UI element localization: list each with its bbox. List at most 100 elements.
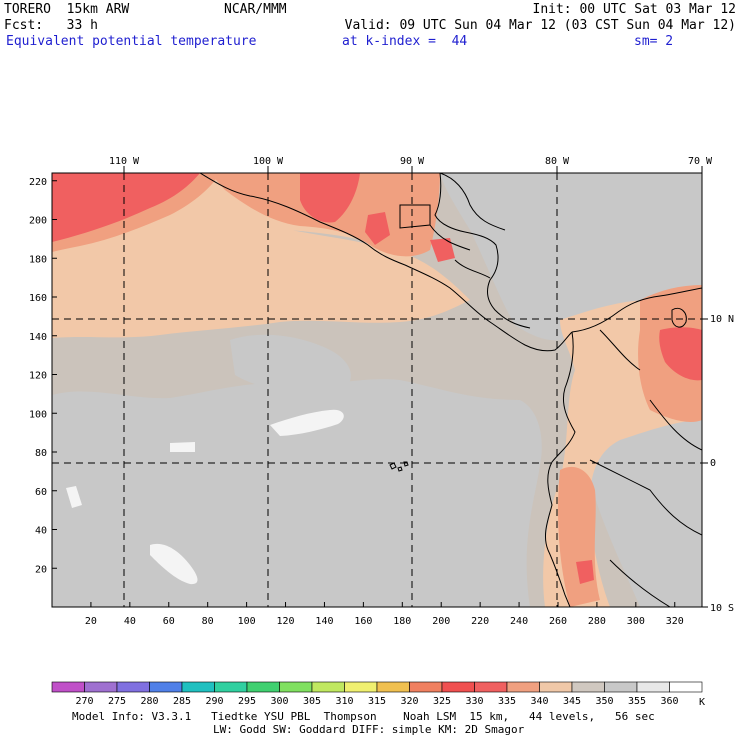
red-peru-patch [576, 560, 594, 584]
colorbar-labels: 270 275 280 285 290 295 300 305 310 315 320 325 330 3… [75, 696, 678, 707]
x-tick-label-260: 260 [549, 616, 567, 627]
y-tick-label-160: 160 [29, 293, 47, 304]
y-tick-label-120: 120 [29, 371, 47, 382]
colorbar-label-300: 300 [270, 696, 288, 707]
white-patch-1 [270, 409, 344, 436]
colorbar-label-290: 290 [205, 696, 223, 707]
colorbar-label-270: 270 [75, 696, 93, 707]
colorbar-swatch-13 [474, 681, 508, 693]
x-tick-label-100: 100 [238, 616, 256, 627]
colorbar-label-335: 335 [498, 696, 516, 707]
gray-region-west [52, 418, 110, 455]
y-tick-label-100: 100 [29, 409, 47, 420]
red-venezuela [659, 327, 702, 381]
colorbar-swatch-4 [181, 681, 215, 693]
smoothing-info: sm= 2 [634, 34, 674, 49]
lat-label-10s: 10 S [710, 603, 734, 614]
x-tick-label-20: 20 [85, 616, 97, 627]
field-name: Equivalent potential temperature [6, 34, 257, 49]
colorbar-label-320: 320 [400, 696, 418, 707]
colorbar-label-275: 275 [108, 696, 126, 707]
x-tick-label-60: 60 [163, 616, 175, 627]
coast-caribbean-central-america [434, 173, 531, 329]
colorbar-swatch-15 [539, 681, 573, 693]
lon-label-110w: 110 W [109, 156, 140, 167]
coastlines [199, 173, 702, 607]
lon-label-70w: 70 W [688, 156, 713, 167]
border-cam-2 [429, 224, 491, 279]
colorbar-swatch-6 [246, 681, 280, 693]
org-name: NCAR/MMM [224, 2, 287, 17]
init-time: Init: 00 UTC Sat 03 Mar 12 [532, 2, 737, 17]
red-patch-honduras [430, 238, 455, 262]
colorbar-swatch-3 [149, 681, 183, 693]
coast-mexico-central-america [199, 173, 573, 352]
colorbar-swatch-8 [311, 681, 345, 693]
graticule [52, 173, 702, 607]
colorbar-unit: K [699, 697, 705, 708]
colorbar-swatch-7 [279, 681, 313, 693]
white-patch-3 [66, 486, 82, 508]
lon-label-90w: 90 W [400, 156, 425, 167]
lon-label-80w: 80 W [545, 156, 570, 167]
x-tick-label-220: 220 [471, 616, 489, 627]
colorbar-swatch-5 [214, 681, 248, 693]
y-tick-label-180: 180 [29, 254, 47, 265]
colorbar-label-350: 350 [595, 696, 613, 707]
colorbar-swatch-17 [604, 681, 638, 693]
lat-label-0: 0 [710, 458, 716, 469]
red-nw-region [52, 173, 200, 242]
model-info-line1: Model Info: V3.3.1 Tiedtke YSU PBL Thomp… [72, 710, 655, 723]
colorbar-label-315: 315 [368, 696, 386, 707]
colorbar-swatch-14 [506, 681, 540, 693]
y-tick-label-220: 220 [29, 177, 47, 188]
coast-south-america [571, 287, 702, 333]
colorbar-swatch-2 [116, 681, 150, 693]
model-info-line2: LW: Godd SW: Goddard DIFF: simple KM: 2D… [213, 723, 525, 736]
colorbar-label-295: 295 [238, 696, 256, 707]
red-central-america [300, 173, 360, 223]
colorbar-swatch-0 [51, 681, 85, 693]
colorbar-swatch-10 [376, 681, 410, 693]
y-tick-label-20: 20 [35, 564, 47, 575]
gray-ocean-region [52, 379, 542, 607]
colorbar-swatch-9 [344, 681, 378, 693]
lat-label-10n: 10 N [710, 314, 734, 325]
level-info: at k-index = 44 [342, 34, 468, 49]
model-name: TORERO 15km ARW [4, 2, 130, 17]
plot-frame [51, 172, 703, 608]
y-tick-label-40: 40 [35, 526, 47, 537]
x-tick-label-280: 280 [588, 616, 606, 627]
coast-yucatan [439, 173, 506, 231]
colorbar-swatch-16 [571, 681, 605, 693]
x-tick-label-140: 140 [315, 616, 333, 627]
gray-amazon-region [580, 398, 702, 607]
y-tick-label-200: 200 [29, 216, 47, 227]
x-tick-label-320: 320 [666, 616, 684, 627]
colorbar-label-340: 340 [530, 696, 548, 707]
colorbar-label-330: 330 [465, 696, 483, 707]
colorbar-swatch-11 [409, 681, 443, 693]
colorbar-label-305: 305 [303, 696, 321, 707]
x-tick-label-200: 200 [432, 616, 450, 627]
x-tick-label-300: 300 [627, 616, 645, 627]
x-tick-label-80: 80 [202, 616, 214, 627]
x-tick-label-180: 180 [393, 616, 411, 627]
y-tick-label-60: 60 [35, 487, 47, 498]
lake-maracaibo [671, 307, 687, 328]
red-patch-guatemala [365, 212, 390, 245]
forecast-hour: Fcst: 33 h [4, 18, 98, 33]
colorbar-label-345: 345 [563, 696, 581, 707]
x-tick-label-40: 40 [124, 616, 136, 627]
x-tick-label-160: 160 [354, 616, 372, 627]
colorbar-label-355: 355 [628, 696, 646, 707]
colorbar-swatch-18 [636, 681, 670, 693]
white-patch-2 [150, 543, 198, 585]
colorbar-swatch-19 [669, 681, 703, 693]
map-field [52, 173, 702, 607]
x-tick-label-240: 240 [510, 616, 528, 627]
galapagos-islands [389, 461, 409, 472]
gray-caribbean-region [440, 173, 702, 341]
colorbar-label-280: 280 [140, 696, 158, 707]
